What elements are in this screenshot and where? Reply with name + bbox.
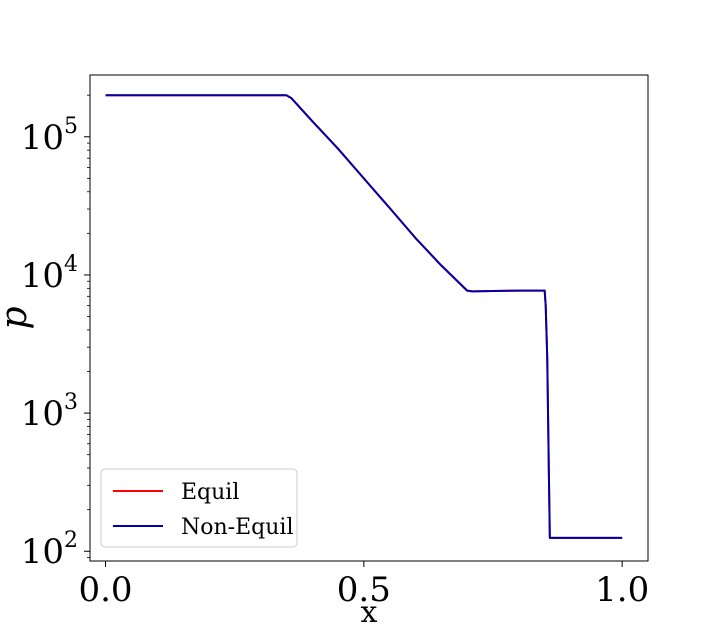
y-tick-label: 105 bbox=[21, 114, 78, 158]
series-lines bbox=[105, 94, 623, 539]
y-tick-label: 103 bbox=[21, 390, 78, 434]
x-tick-label: 0.0 bbox=[78, 570, 132, 610]
x-tick-label: 0.5 bbox=[337, 570, 391, 610]
x-axis: 0.0 0.5 1.0 bbox=[78, 561, 649, 610]
legend-box bbox=[100, 468, 298, 548]
x-axis-label: x bbox=[361, 595, 378, 630]
legend: Equil Non-Equil bbox=[100, 468, 298, 548]
legend-label-equil: Equil bbox=[181, 480, 239, 505]
y-tick-label: 104 bbox=[21, 252, 78, 296]
x-tick-label: 1.0 bbox=[595, 570, 649, 610]
y-axis: 102 103 104 105 bbox=[21, 94, 90, 572]
y-tick-label: 102 bbox=[21, 528, 78, 572]
legend-label-non-equil: Non-Equil bbox=[181, 515, 293, 540]
y-axis-label: p bbox=[0, 306, 35, 329]
plot-frame bbox=[89, 74, 649, 562]
series-line-non-equil bbox=[105, 94, 623, 539]
plot-area bbox=[89, 74, 649, 562]
